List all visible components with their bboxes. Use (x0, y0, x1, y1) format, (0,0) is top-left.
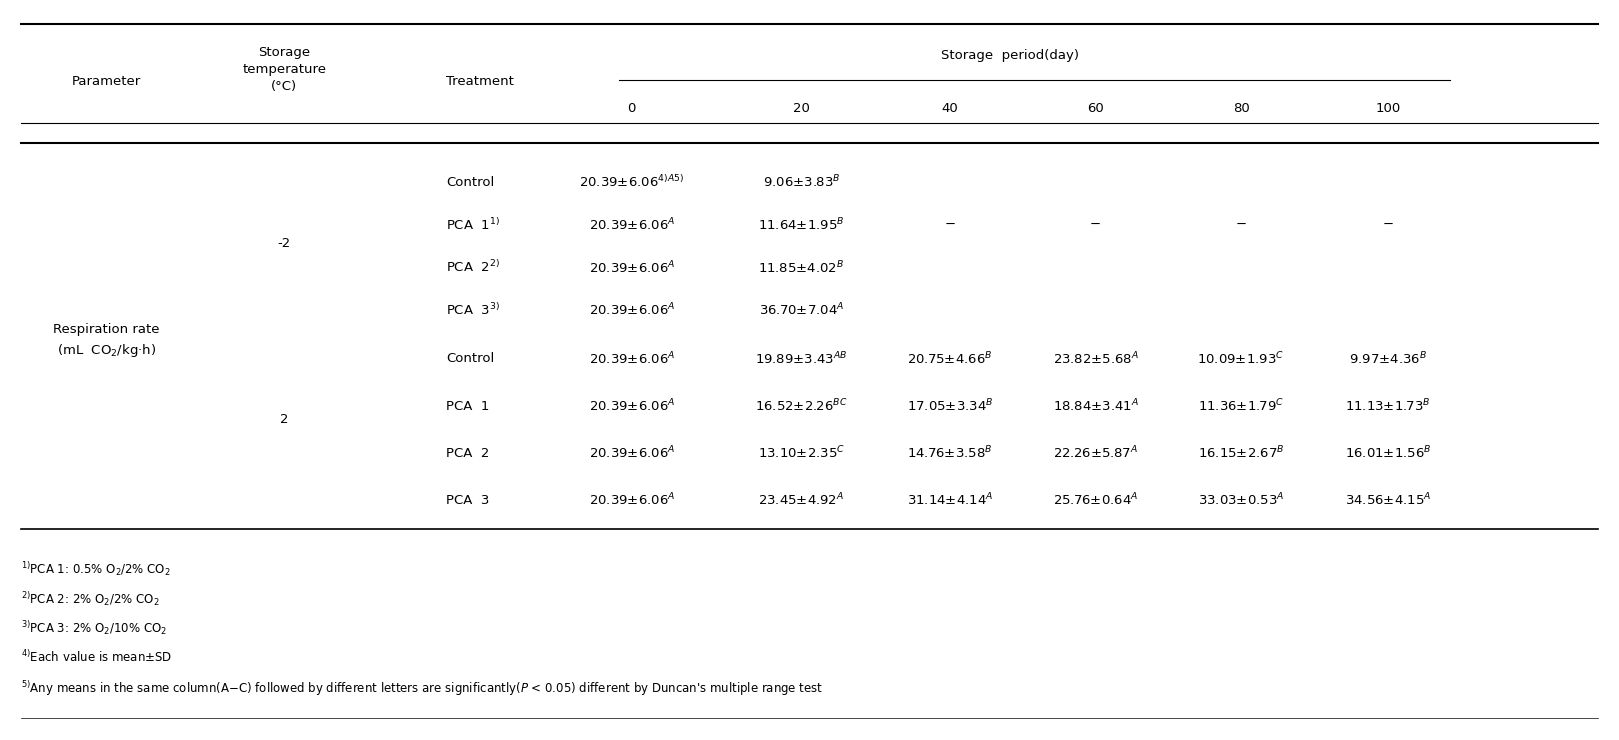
Text: 60: 60 (1088, 102, 1104, 115)
Text: $^{4)}$Each value is mean$\pm$SD: $^{4)}$Each value is mean$\pm$SD (21, 650, 172, 665)
Text: 13.10±2.35$^{C}$: 13.10±2.35$^{C}$ (758, 445, 845, 462)
Text: PCA  2: PCA 2 (445, 447, 489, 460)
Text: 11.64±1.95$^{B}$: 11.64±1.95$^{B}$ (758, 217, 845, 233)
Text: PCA  3: PCA 3 (445, 494, 489, 507)
Text: −: − (944, 218, 955, 232)
Text: 20.39±6.06$^{A}$: 20.39±6.06$^{A}$ (589, 302, 675, 319)
Text: 9.06±3.83$^{B}$: 9.06±3.83$^{B}$ (763, 174, 840, 190)
Text: 23.45±4.92$^{A}$: 23.45±4.92$^{A}$ (758, 492, 845, 509)
Text: 23.82±5.68$^{A}$: 23.82±5.68$^{A}$ (1052, 351, 1138, 367)
Text: 10.09±1.93$^{C}$: 10.09±1.93$^{C}$ (1198, 351, 1284, 367)
Text: 22.26±5.87$^{A}$: 22.26±5.87$^{A}$ (1052, 445, 1138, 462)
Text: 11.13±1.73$^{B}$: 11.13±1.73$^{B}$ (1345, 398, 1431, 414)
Text: -2: -2 (277, 237, 291, 249)
Text: PCA  3$^{3)}$: PCA 3$^{3)}$ (445, 303, 500, 318)
Text: 16.01±1.56$^{B}$: 16.01±1.56$^{B}$ (1345, 445, 1431, 462)
Text: 20.39±6.06$^{A}$: 20.39±6.06$^{A}$ (589, 445, 675, 462)
Text: −: − (1383, 218, 1394, 232)
Text: 11.36±1.79$^{C}$: 11.36±1.79$^{C}$ (1198, 398, 1284, 414)
Text: 20.75±4.66$^{B}$: 20.75±4.66$^{B}$ (907, 351, 992, 367)
Text: 20.39±6.06$^{A}$: 20.39±6.06$^{A}$ (589, 217, 675, 233)
Text: 2: 2 (280, 413, 288, 426)
Text: 20.39±6.06$^{A}$: 20.39±6.06$^{A}$ (589, 492, 675, 509)
Text: 11.85±4.02$^{B}$: 11.85±4.02$^{B}$ (758, 259, 845, 276)
Text: PCA  2$^{2)}$: PCA 2$^{2)}$ (445, 260, 500, 275)
Text: Treatment: Treatment (445, 75, 513, 88)
Text: PCA  1: PCA 1 (445, 400, 489, 413)
Text: Parameter: Parameter (71, 75, 141, 88)
Text: 20.39±6.06$^{A}$: 20.39±6.06$^{A}$ (589, 398, 675, 414)
Text: 0: 0 (628, 102, 636, 115)
Text: Storage
temperature
(°C): Storage temperature (°C) (243, 46, 325, 92)
Text: $^{3)}$PCA 3: 2% O$_2$/10% CO$_2$: $^{3)}$PCA 3: 2% O$_2$/10% CO$_2$ (21, 619, 167, 637)
Text: 25.76±0.64$^{A}$: 25.76±0.64$^{A}$ (1052, 492, 1138, 509)
Text: Storage  period(day): Storage period(day) (941, 50, 1078, 62)
Text: −: − (1090, 218, 1101, 232)
Text: PCA  1$^{1)}$: PCA 1$^{1)}$ (445, 217, 500, 232)
Text: $^{5)}$Any means in the same column(A$-$C) followed by different letters are sig: $^{5)}$Any means in the same column(A$-$… (21, 679, 822, 698)
Text: 20: 20 (793, 102, 810, 115)
Text: 18.84±3.41$^{A}$: 18.84±3.41$^{A}$ (1052, 398, 1138, 414)
Text: −: − (1235, 218, 1247, 232)
Text: Respiration rate
(mL  CO$_2$/kg·h): Respiration rate (mL CO$_2$/kg·h) (53, 323, 160, 359)
Text: Control: Control (445, 175, 494, 189)
Text: 20.39±6.06$^{A}$: 20.39±6.06$^{A}$ (589, 259, 675, 276)
Text: 9.97±4.36$^{B}$: 9.97±4.36$^{B}$ (1349, 351, 1426, 367)
Text: Control: Control (445, 352, 494, 366)
Text: 19.89±3.43$^{AB}$: 19.89±3.43$^{AB}$ (754, 351, 848, 367)
Text: 16.52±2.26$^{BC}$: 16.52±2.26$^{BC}$ (754, 398, 848, 414)
Text: 16.15±2.67$^{B}$: 16.15±2.67$^{B}$ (1198, 445, 1284, 462)
Text: 34.56±4.15$^{A}$: 34.56±4.15$^{A}$ (1345, 492, 1431, 509)
Text: 20.39±6.06$^{4)A5)}$: 20.39±6.06$^{4)A5)}$ (580, 174, 685, 190)
Text: 100: 100 (1376, 102, 1400, 115)
Text: 31.14±4.14$^{A}$: 31.14±4.14$^{A}$ (907, 492, 994, 509)
Text: $^{2)}$PCA 2: 2% O$_2$/2% CO$_2$: $^{2)}$PCA 2: 2% O$_2$/2% CO$_2$ (21, 590, 159, 608)
Text: 17.05±3.34$^{B}$: 17.05±3.34$^{B}$ (907, 398, 994, 414)
Text: 20.39±6.06$^{A}$: 20.39±6.06$^{A}$ (589, 351, 675, 367)
Text: 36.70±7.04$^{A}$: 36.70±7.04$^{A}$ (759, 302, 843, 319)
Text: $^{1)}$PCA 1: 0.5% O$_2$/2% CO$_2$: $^{1)}$PCA 1: 0.5% O$_2$/2% CO$_2$ (21, 560, 170, 578)
Text: 14.76±3.58$^{B}$: 14.76±3.58$^{B}$ (907, 445, 992, 462)
Text: 80: 80 (1232, 102, 1250, 115)
Text: 40: 40 (942, 102, 958, 115)
Text: 33.03±0.53$^{A}$: 33.03±0.53$^{A}$ (1198, 492, 1284, 509)
